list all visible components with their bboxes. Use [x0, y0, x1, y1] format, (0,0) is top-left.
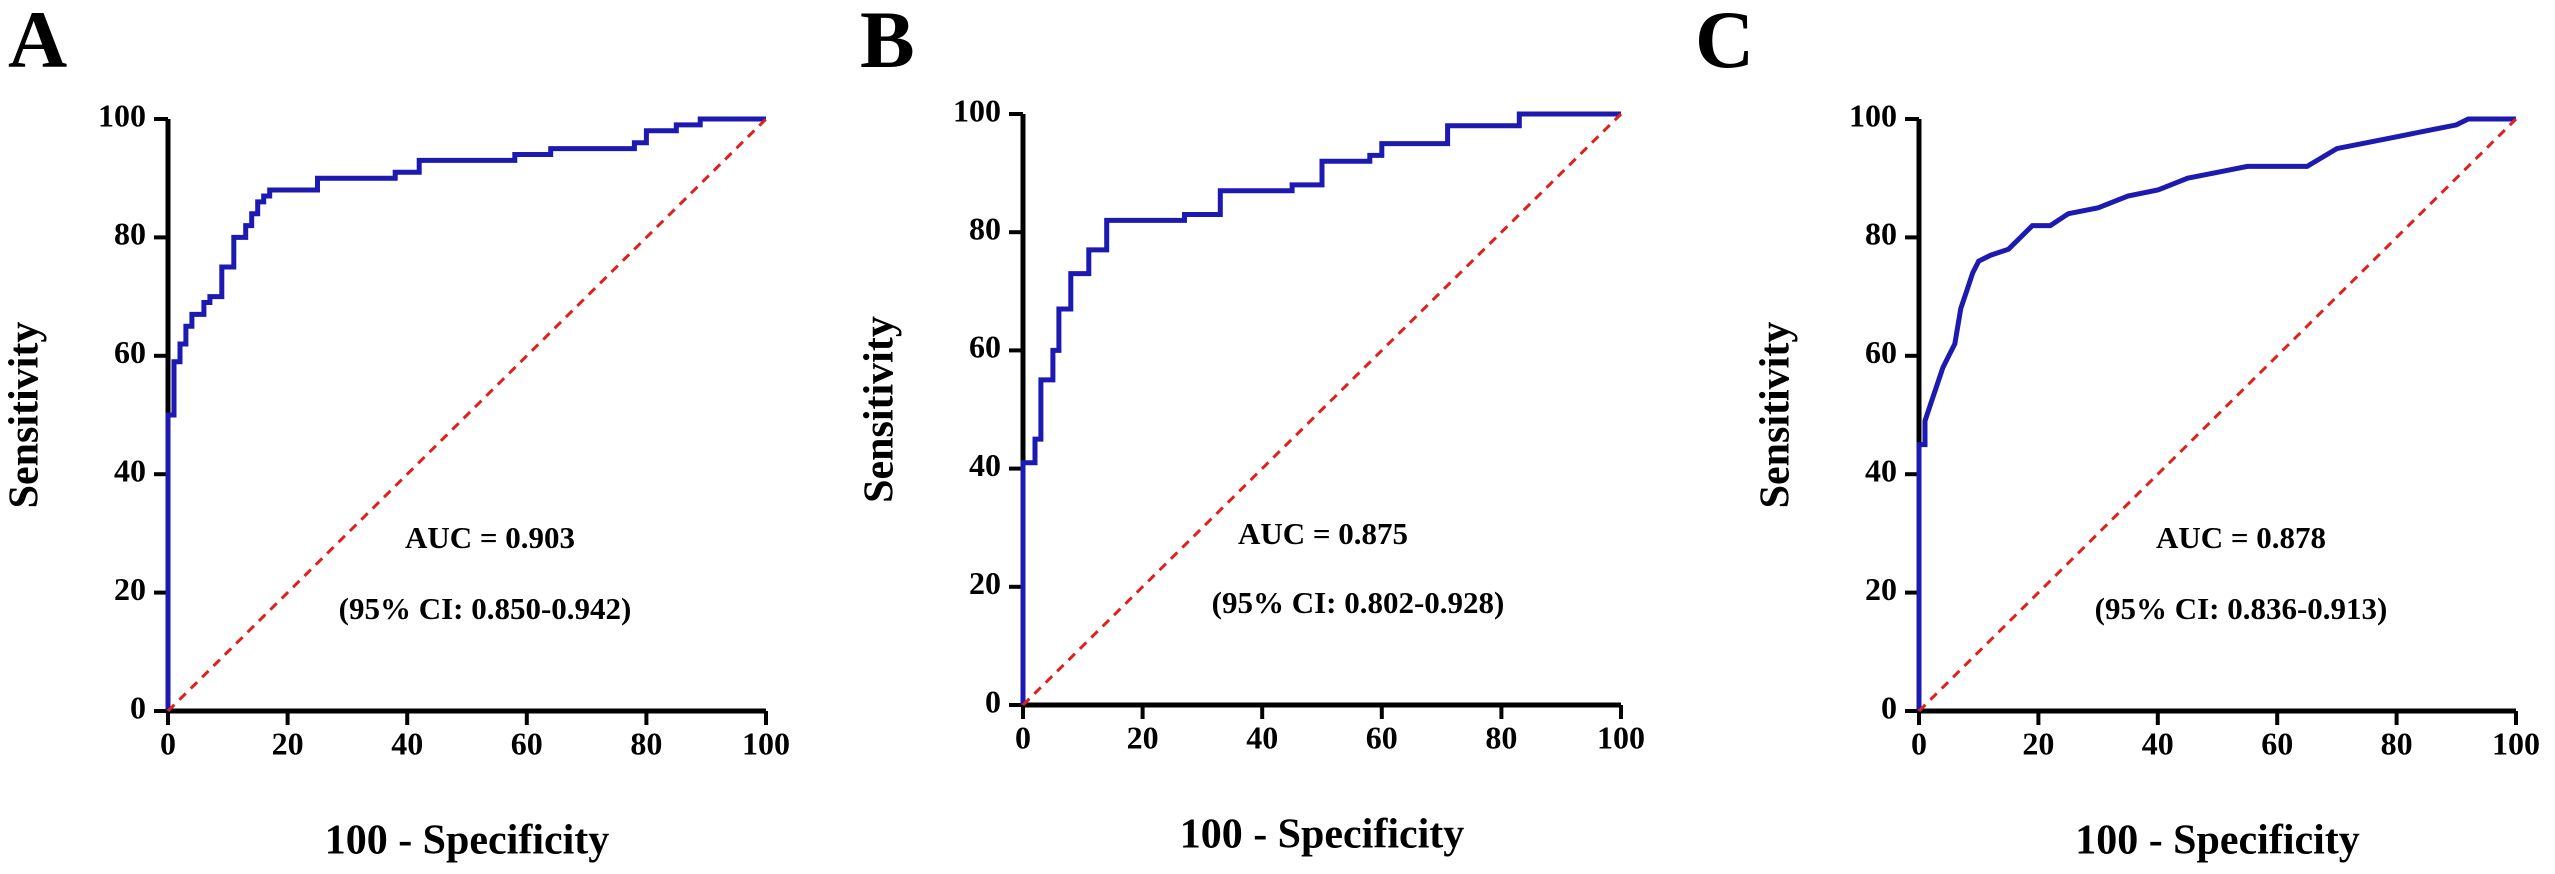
- y-axis-label: Sensitivity: [2, 322, 48, 509]
- x-tick-label: 60: [511, 725, 543, 761]
- y-tick-label: 60: [114, 334, 146, 370]
- y-tick-label: 0: [130, 689, 146, 725]
- x-tick-label: 100: [1597, 719, 1645, 755]
- x-tick-label: 20: [1127, 719, 1159, 755]
- auc-annotation: AUC = 0.878: [2156, 520, 2326, 555]
- y-tick-label: 40: [969, 447, 1001, 483]
- y-tick-label: 0: [1881, 689, 1897, 725]
- panel-label: A: [8, 0, 67, 85]
- y-axis-label: Sensitivity: [1753, 322, 1799, 509]
- x-tick-label: 80: [1485, 719, 1517, 755]
- reference-line: [166, 117, 768, 713]
- y-tick-label: 40: [114, 453, 146, 489]
- ci-annotation: (95% CI: 0.850-0.942): [339, 591, 632, 626]
- auc-annotation: AUC = 0.875: [1238, 516, 1408, 551]
- reference-line: [1917, 117, 2518, 713]
- roc-curve: [165, 116, 766, 711]
- y-tick-label: 20: [114, 571, 146, 607]
- x-tick-label: 40: [2142, 725, 2174, 761]
- x-tick-label: 40: [391, 725, 423, 761]
- x-tick-label: 0: [160, 725, 176, 761]
- x-tick-label: 80: [2381, 725, 2413, 761]
- x-axis-label: 100 - Specificity: [2075, 818, 2360, 864]
- y-tick-label: 100: [1849, 97, 1897, 133]
- ci-annotation: (95% CI: 0.802-0.928): [1212, 585, 1505, 620]
- auc-annotation: AUC = 0.903: [405, 520, 575, 555]
- y-tick-label: 20: [1865, 571, 1897, 607]
- y-tick-label: 80: [1865, 216, 1897, 252]
- panel-label: C: [1695, 0, 1754, 85]
- y-tick-label: 60: [969, 329, 1001, 365]
- x-tick-label: 60: [2261, 725, 2293, 761]
- x-tick-label: 20: [2022, 725, 2054, 761]
- reference-line: [1021, 112, 1623, 707]
- x-tick-label: 100: [742, 725, 790, 761]
- x-tick-label: 0: [1911, 725, 1927, 761]
- ci-annotation: (95% CI: 0.836-0.913): [2095, 591, 2388, 626]
- x-tick-label: 100: [2492, 725, 2540, 761]
- roc-curve: [1916, 116, 2516, 711]
- y-tick-label: 0: [985, 683, 1001, 719]
- x-tick-label: 20: [272, 725, 304, 761]
- y-tick-label: 60: [1865, 334, 1897, 370]
- panel-label: B: [860, 0, 915, 85]
- x-tick-label: 40: [1246, 719, 1278, 755]
- y-tick-label: 80: [969, 211, 1001, 247]
- y-tick-label: 40: [1865, 453, 1897, 489]
- x-tick-label: 60: [1366, 719, 1398, 755]
- x-tick-label: 80: [630, 725, 662, 761]
- roc-curve: [1020, 111, 1621, 705]
- x-axis-label: 100 - Specificity: [325, 818, 610, 864]
- y-tick-label: 20: [969, 565, 1001, 601]
- y-tick-label: 80: [114, 216, 146, 252]
- x-tick-label: 0: [1015, 719, 1031, 755]
- y-axis-label: Sensitivity: [857, 316, 903, 503]
- y-tick-label: 100: [953, 92, 1001, 128]
- x-axis-label: 100 - Specificity: [1180, 812, 1465, 858]
- y-tick-label: 100: [98, 97, 146, 133]
